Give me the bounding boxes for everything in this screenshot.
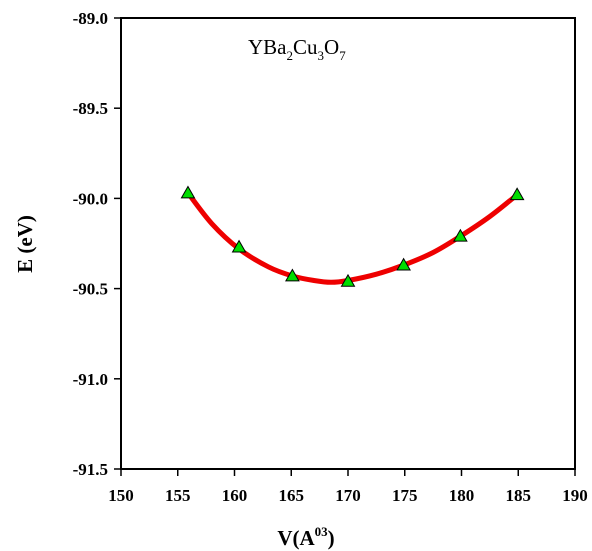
data-point-marker [340,273,356,287]
ticks-layer: 150 155 160 165 170 175 180 185 190 -89.0 -89.5 -90… [73,9,588,505]
marker-layer [180,185,525,287]
x-tick-label: 190 [562,486,588,505]
x-tick-label: 175 [392,486,418,505]
x-axis-title: V(A03) [277,524,334,550]
x-tick-label: 155 [165,486,191,505]
plot-frame [120,17,576,470]
curve-layer [185,190,520,285]
data-point-marker [453,228,468,242]
x-tick-label: 185 [506,486,532,505]
y-tick-label: -91.0 [73,370,108,389]
y-tick-label: -89.5 [73,99,108,118]
fit-curve-line [185,190,520,285]
x-tick-label: 180 [449,486,475,505]
x-tick-label: 150 [108,486,134,505]
data-point-marker [180,185,196,199]
y-axis-title: E (eV) [13,215,37,273]
x-tick-label: 170 [335,486,361,505]
x-tick-label: 160 [222,486,248,505]
data-point-marker [509,187,525,201]
y-tick-label: -91.5 [73,460,108,479]
chart-title: YBa2Cu3O7 [248,35,346,63]
data-point-marker [285,268,300,282]
x-tick-label: 165 [279,486,305,505]
y-tick-label: -90.0 [73,189,108,208]
y-tick-label: -90.5 [73,280,108,299]
y-tick-label: -89.0 [73,9,108,28]
data-point-marker [396,257,411,271]
data-point-marker [231,239,247,253]
